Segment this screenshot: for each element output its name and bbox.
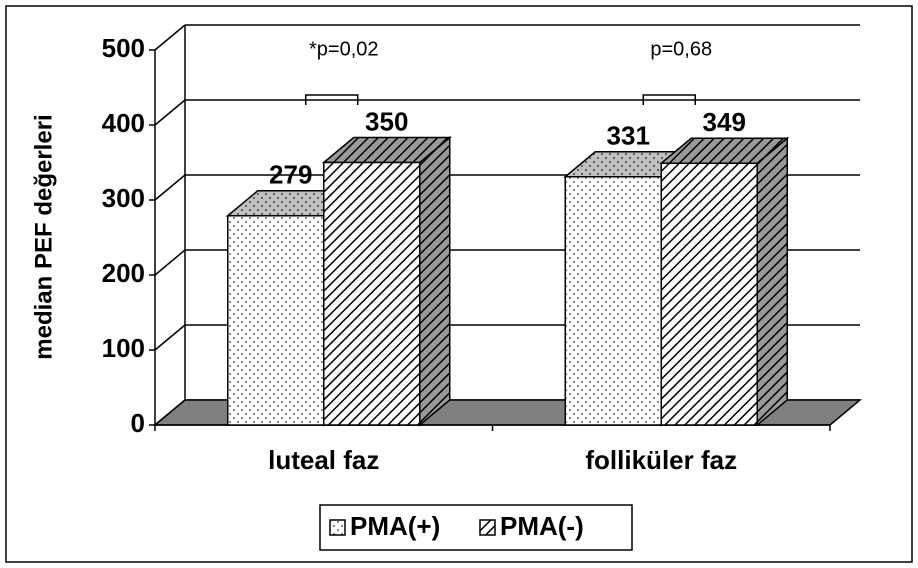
bracket [305,94,359,105]
grid-line-side [154,24,186,51]
x-tick-label: folliküler faz [585,445,737,475]
y-tick-label: 200 [102,258,145,288]
value-label: 279 [269,160,312,190]
annotation: p=0,68 [650,38,712,60]
legend-swatch [479,519,496,536]
y-tick-label: 100 [102,333,145,363]
frame [5,5,913,563]
value-label: 331 [607,121,650,151]
x-tick-label: luteal faz [268,445,379,475]
bar [564,176,662,426]
bar-side [419,135,451,427]
grid-line-side [154,249,186,276]
y-tick-label: 500 [102,33,145,63]
grid-line-side [154,324,186,351]
bar [227,215,325,426]
y-tick-label: 0 [131,408,145,438]
value-label: 350 [365,106,408,136]
bar [660,162,758,426]
bar-side [756,136,788,427]
y-axis-label: median PEF değerleri [30,114,57,359]
legend-label: PMA(-) [500,511,584,541]
grid-line-side [154,99,186,126]
value-label: 349 [703,107,746,137]
y-tick-label: 300 [102,183,145,213]
legend-swatch [329,519,346,536]
annotation: *p=0,02 [309,38,379,60]
bar [323,161,421,426]
y-tick-label: 400 [102,108,145,138]
legend [319,504,633,551]
bracket [642,94,696,105]
grid-line-side [154,174,186,201]
legend-label: PMA(+) [350,511,440,541]
